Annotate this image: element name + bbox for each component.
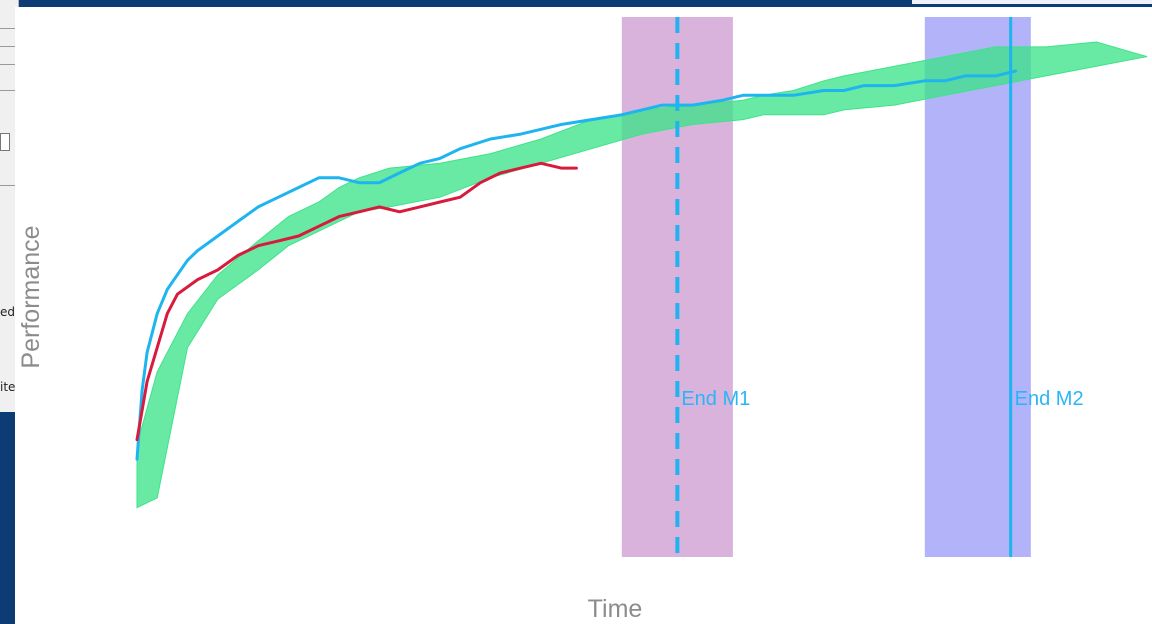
background-window-divider (0, 28, 18, 29)
series-lines (135, 69, 1018, 461)
x-axis-label: Time (588, 595, 643, 623)
y-axis-label: Performance (17, 225, 45, 368)
background-window-fragment: ed (0, 305, 15, 319)
chart-panel: End M1 End M2 Time Performance (15, 7, 1152, 624)
background-window-divider (0, 90, 18, 91)
background-window-strip (912, 0, 1152, 4)
shaded-region-2 (924, 17, 1031, 557)
background-window-divider (0, 185, 18, 186)
background-window-fragment: ite (0, 380, 16, 394)
marker-lines (675, 17, 1013, 557)
series-line-1 (135, 69, 1018, 461)
marker-label-1: End M1 (681, 388, 750, 410)
series-line-2 (135, 161, 578, 442)
marker-label-2: End M2 (1015, 388, 1084, 410)
marker-labels: End M1 End M2 (681, 388, 1083, 410)
chart: End M1 End M2 Time Performance (17, 17, 1148, 623)
background-window-divider (0, 64, 18, 65)
background-window-divider (0, 46, 18, 47)
background-window-checkbox (0, 133, 10, 151)
